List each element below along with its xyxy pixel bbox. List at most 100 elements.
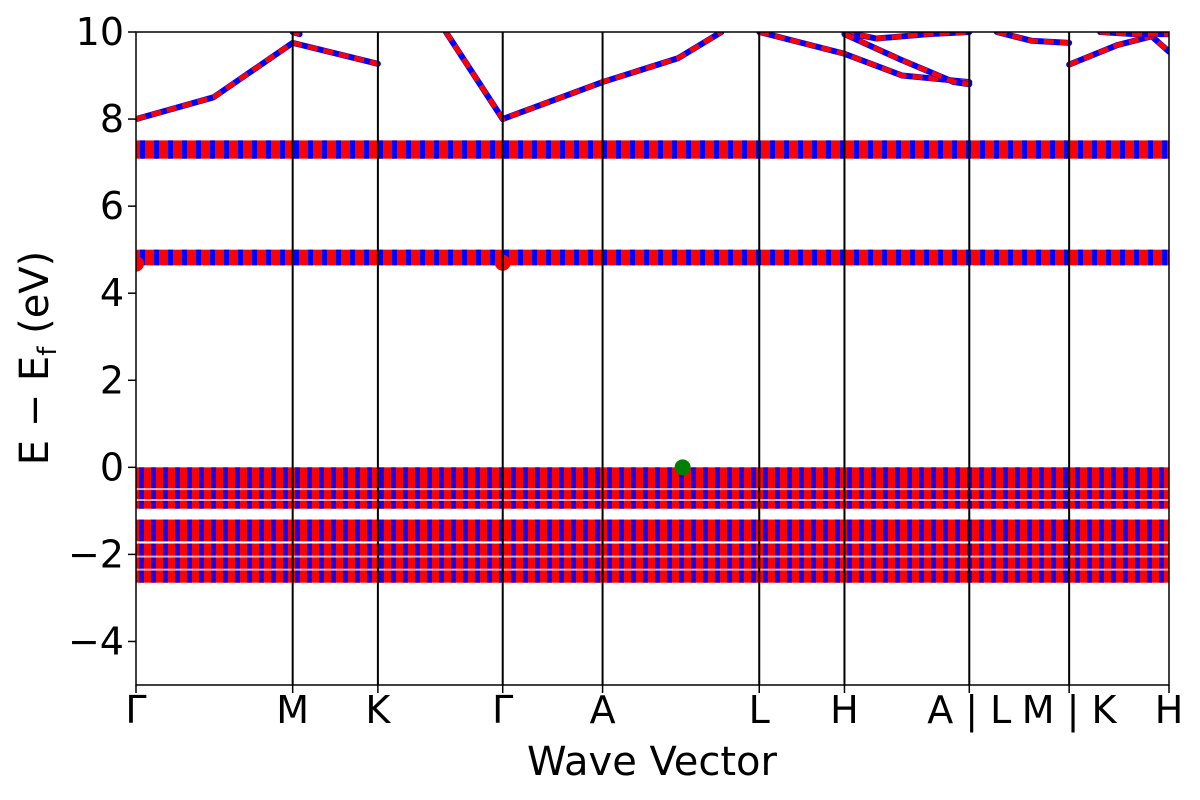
valence-band-stripe (571, 543, 576, 583)
valence-band-stripe (367, 543, 372, 583)
flat-band-stripe (658, 249, 663, 266)
flat-band-stripe (406, 249, 411, 266)
flat-band-stripe (1064, 249, 1069, 266)
valence-band-stripe (535, 519, 540, 542)
valence-band-stripe (1123, 543, 1128, 583)
valence-band-stripe (379, 467, 384, 509)
valence-band-stripe (187, 543, 192, 583)
valence-band-stripe (943, 519, 948, 542)
valence-band-stripe (1015, 543, 1020, 583)
valence-band-stripe (691, 543, 696, 583)
flat-band-stripe (322, 140, 327, 159)
valence-band-stripe (391, 467, 396, 509)
valence-band-stripe (427, 467, 432, 509)
valence-band-stripe (991, 543, 996, 583)
valence-band-stripe (739, 543, 744, 583)
valence-band-stripe (499, 543, 504, 583)
valence-band-stripe (1099, 519, 1104, 542)
y-axis-ticks: −4 −2 0 2 4 6 8 10 (68, 10, 136, 663)
valence-band-stripe (547, 543, 552, 583)
flat-band-stripe (336, 140, 341, 159)
valence-band-stripe (1111, 519, 1116, 542)
valence-band-stripe (331, 467, 336, 509)
valence-subband-gap (136, 568, 1169, 571)
valence-band-stripe (559, 519, 564, 542)
flat-band-stripe (812, 140, 817, 159)
valence-band-stripe (547, 467, 552, 509)
valence-band-stripe (1027, 519, 1032, 542)
valence-band-stripe (319, 519, 324, 542)
flat-band-stripe (574, 249, 579, 266)
flat-band-stripe (994, 249, 999, 266)
valence-band-stripe (283, 543, 288, 583)
vbm-marker (674, 459, 691, 476)
valence-band-stripe (199, 467, 204, 509)
flat-band-stripe (168, 140, 173, 159)
flat-band-stripe (266, 140, 271, 159)
valence-band-stripe (343, 543, 348, 583)
valence-band-stripe (1099, 467, 1104, 509)
flat-band-stripe (910, 249, 915, 266)
flat-band-stripe (868, 140, 873, 159)
valence-band-stripe (1159, 543, 1164, 583)
flat-band-stripe (322, 249, 327, 266)
valence-band-stripe (1159, 467, 1164, 509)
valence-band-stripe (763, 519, 768, 542)
flat-band-stripe (1078, 140, 1083, 159)
flat-band-stripe (490, 140, 495, 159)
valence-band-stripe (799, 519, 804, 542)
plot-frame (135, 31, 1170, 686)
valence-band-stripe (487, 519, 492, 542)
valence-band-stripe (319, 467, 324, 509)
valence-band-stripe (787, 543, 792, 583)
valence-band-stripe (979, 467, 984, 509)
valence-band-stripe (751, 543, 756, 583)
valence-band-stripe (1063, 519, 1068, 542)
valence-band-stripe (775, 543, 780, 583)
valence-band-stripe (1135, 543, 1140, 583)
flat-band-stripe (1148, 249, 1153, 266)
conduction-band-spin-down (136, 40, 379, 122)
x-tick-label: Γ (492, 688, 513, 732)
valence-band-stripe (955, 543, 960, 583)
flat-band-stripe (1162, 249, 1167, 266)
valence-band-stripe (559, 543, 564, 583)
y-axis-label-main: E − E (12, 356, 58, 466)
valence-band-stripe (595, 467, 600, 509)
valence-band-stripe (391, 543, 396, 583)
flat-band-stripe (1162, 140, 1167, 159)
valence-band-stripe (283, 467, 288, 509)
valence-band-stripe (619, 543, 624, 583)
flat-band-stripe (882, 140, 887, 159)
valence-band-stripe (199, 543, 204, 583)
valence-band-stripe (1147, 519, 1152, 542)
valence-band-stripe (859, 467, 864, 509)
flat-band-stripe (644, 249, 649, 266)
valence-band-stripe (907, 519, 912, 542)
valence-band-stripe (871, 543, 876, 583)
valence-band-stripe (211, 543, 216, 583)
valence-band-stripe (631, 467, 636, 509)
valence-band-stripe (463, 467, 468, 509)
valence-band-stripe (235, 467, 240, 509)
flat-band-stripe (392, 140, 397, 159)
valence-band-block (136, 467, 1169, 509)
valence-band-stripe (295, 543, 300, 583)
valence-band-stripe (223, 467, 228, 509)
valence-band-stripe (619, 519, 624, 542)
flat-band-stripe (560, 140, 565, 159)
valence-band-stripe (751, 519, 756, 542)
valence-band-stripe (403, 519, 408, 542)
valence-band-stripe (931, 543, 936, 583)
flat-band-stripe (1050, 249, 1055, 266)
valence-band-stripe (391, 519, 396, 542)
flat-band-stripe (294, 249, 299, 266)
cbm-marker (136, 255, 144, 272)
y-tick-label: 4 (100, 271, 124, 315)
valence-band-stripe (679, 519, 684, 542)
valence-band-stripe (607, 543, 612, 583)
valence-band-stripe (271, 519, 276, 542)
x-tick-label: Γ (125, 688, 146, 732)
flat-band-stripe (210, 140, 215, 159)
valence-band-stripe (643, 467, 648, 509)
